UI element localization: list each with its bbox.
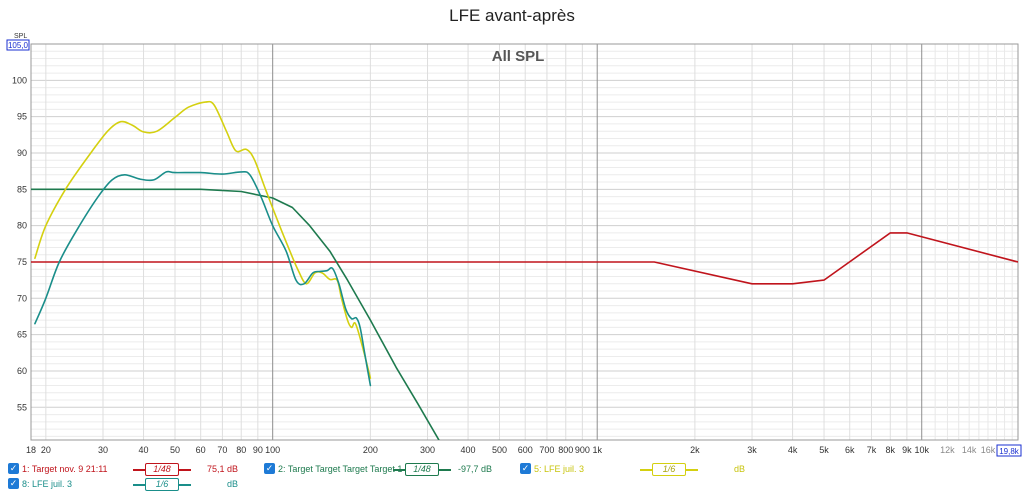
chart-title: LFE avant-après xyxy=(449,6,575,25)
grid-minor xyxy=(31,43,1018,440)
x-tick-label: 200 xyxy=(363,445,378,455)
legend-value: 75,1 dB xyxy=(206,464,238,474)
x-tick-label: 300 xyxy=(420,445,435,455)
checkbox-icon[interactable]: ✓ xyxy=(520,463,531,474)
x-tick-label: 5k xyxy=(819,445,829,455)
x-tick-label: 90 xyxy=(253,445,263,455)
y-tick-label: 80 xyxy=(17,221,27,231)
x-tick-label: 16k xyxy=(981,445,996,455)
legend-value: dB xyxy=(733,464,745,474)
x-tick-label: 8k xyxy=(886,445,896,455)
x-tick-label: 14k xyxy=(962,445,977,455)
y-tick-label: 95 xyxy=(17,112,27,122)
x-tick-label: 70 xyxy=(217,445,227,455)
x-tick-label: 3k xyxy=(747,445,757,455)
y-tick-label: 55 xyxy=(17,402,27,412)
y-tick-label: 65 xyxy=(17,330,27,340)
x-tick-label: 20 xyxy=(41,445,51,455)
x-tick-label: 100 xyxy=(265,445,280,455)
series-line-3[interactable] xyxy=(34,100,372,379)
y-axis: 55 60 65 70 75 80 85 90 95 100 xyxy=(12,75,27,412)
x-tick-label: 12k xyxy=(940,445,955,455)
x-tick-label: 80 xyxy=(236,445,246,455)
x-tick-label: 400 xyxy=(461,445,476,455)
checkbox-icon[interactable]: ✓ xyxy=(8,463,19,474)
x-tick-label: 900 xyxy=(575,445,590,455)
legend-value: -97,7 dB xyxy=(457,464,492,474)
x-tick-label: 9k xyxy=(902,445,912,455)
x-tick-label: 2k xyxy=(690,445,700,455)
x-tick-label: 700 xyxy=(539,445,554,455)
x-tick-label: 500 xyxy=(492,445,507,455)
legend: ✓ 1: Target nov. 9 21:11 1/48 75,1 dB ✓ … xyxy=(0,459,1024,492)
x-tick-label: 40 xyxy=(139,445,149,455)
legend-item-lfe-yellow[interactable]: ✓ 5: LFE juil. 3 1/6 dB xyxy=(520,463,760,477)
checkbox-icon[interactable]: ✓ xyxy=(8,478,19,489)
chart-subtitle: All SPL xyxy=(492,48,545,65)
x-tick-label: 30 xyxy=(98,445,108,455)
legend-item-target-nov[interactable]: ✓ 1: Target nov. 9 21:11 1/48 75,1 dB xyxy=(8,463,258,477)
y-tick-label: 100 xyxy=(12,75,27,85)
x-tick-label: 6k xyxy=(845,445,855,455)
series-line-4[interactable] xyxy=(34,170,372,387)
legend-item-lfe-teal[interactable]: ✓ 8: LFE juil. 3 1/6 dB xyxy=(8,478,258,492)
x-tick-label: 600 xyxy=(518,445,533,455)
legend-label: 5: LFE juil. 3 xyxy=(534,464,585,474)
plot-frame xyxy=(30,43,1019,441)
x-right-label: 19,8k xyxy=(999,447,1020,456)
x-tick-label: 1k xyxy=(592,445,602,455)
x-tick-label: 800 xyxy=(558,445,573,455)
checkbox-icon[interactable]: ✓ xyxy=(264,463,275,474)
y-tick-label: 90 xyxy=(17,148,27,158)
x-tick-label: 4k xyxy=(788,445,798,455)
x-tick-label: 50 xyxy=(170,445,180,455)
x-tick-label: 7k xyxy=(867,445,877,455)
y-axis-label: SPL xyxy=(14,33,27,40)
series-line-2[interactable] xyxy=(31,188,441,443)
y-tick-label: 85 xyxy=(17,184,27,194)
smoothing-selector[interactable]: 1/48 xyxy=(393,463,451,476)
series-layer xyxy=(31,100,1018,443)
x-right-box[interactable]: 19,8k xyxy=(996,444,1022,457)
smoothing-selector[interactable]: 1/6 xyxy=(133,478,191,491)
y-tick-label: 75 xyxy=(17,257,27,267)
smoothing-selector[interactable]: 1/6 xyxy=(640,463,698,476)
y-tick-label: 70 xyxy=(17,293,27,303)
smoothing-selector[interactable]: 1/48 xyxy=(133,463,191,476)
x-tick-label: 18 xyxy=(26,445,36,455)
legend-label: 1: Target nov. 9 21:11 xyxy=(22,464,108,474)
x-axis: 18 20 30 40 50 60 70 80 90 100 200 300 400 500 600 700 8… xyxy=(26,445,996,455)
series-line-1[interactable] xyxy=(31,232,1018,285)
legend-item-target-target[interactable]: ✓ 2: Target Target Target Target 1 1/48 … xyxy=(264,463,514,477)
x-tick-label: 10k xyxy=(914,445,929,455)
legend-label: 2: Target Target Target Target 1 xyxy=(278,464,403,474)
y-top-label: 105,0 xyxy=(8,41,29,50)
y-top-box[interactable]: 105,0 xyxy=(6,39,30,51)
grid-major xyxy=(272,44,923,440)
x-tick-label: 60 xyxy=(196,445,206,455)
legend-value: dB xyxy=(226,479,238,489)
chart-plot[interactable]: All SPL 55 60 65 70 75 80 85 90 95 100 18 20 30 40 50… xyxy=(0,0,1024,460)
y-tick-label: 60 xyxy=(17,366,27,376)
legend-label: 8: LFE juil. 3 xyxy=(22,479,73,489)
